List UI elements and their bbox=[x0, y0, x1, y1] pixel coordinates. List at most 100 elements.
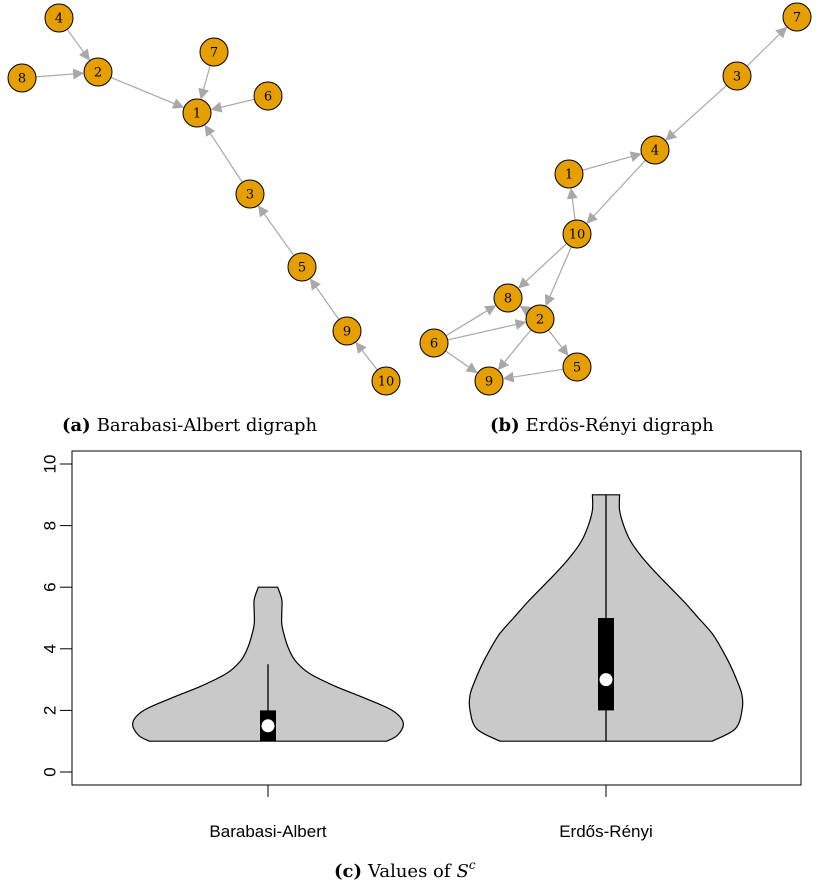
graph-b-node-3: 3 bbox=[722, 61, 752, 91]
y-tick-label-0: 0 bbox=[41, 767, 60, 776]
graph-b-node-2: 2 bbox=[525, 304, 555, 334]
node-circle bbox=[554, 159, 584, 189]
graph-a-edge-6-to-1 bbox=[210, 98, 255, 113]
y-tick-label-8: 8 bbox=[41, 521, 60, 530]
node-label: 5 bbox=[573, 361, 581, 376]
caption-a-label: (a) bbox=[62, 415, 91, 436]
node-label: 4 bbox=[55, 12, 63, 27]
caption-c-math: S bbox=[457, 861, 469, 882]
graph-a-edge-10-to-9 bbox=[355, 341, 378, 371]
node-circle bbox=[474, 366, 504, 396]
graph-b-edge-10-to-2 bbox=[544, 246, 572, 307]
graph-b-edge-3-to-7 bbox=[746, 26, 788, 67]
graph-b-edge-3-to-4 bbox=[665, 84, 728, 141]
y-tick-label-4: 4 bbox=[41, 644, 60, 653]
caption-b-label: (b) bbox=[490, 415, 520, 436]
graph-b-edge-1-to-4 bbox=[582, 151, 642, 171]
graph-a-node-9: 9 bbox=[332, 316, 362, 346]
node-circle bbox=[562, 352, 592, 382]
graph-a-node-4: 4 bbox=[44, 3, 74, 33]
graph-b-edge-4-to-10 bbox=[586, 159, 646, 224]
graph-a-edges bbox=[35, 28, 378, 371]
graph-a-edge-3-to-1 bbox=[204, 124, 243, 183]
node-label: 5 bbox=[298, 261, 306, 276]
node-circle bbox=[287, 252, 317, 282]
barabasi-albert-graph: 4 8 2 7 6 1 3 5 9 10 bbox=[7, 3, 401, 396]
node-label: 2 bbox=[94, 66, 102, 81]
graph-b-edge-6-to-2 bbox=[447, 319, 527, 341]
node-circle bbox=[640, 135, 670, 165]
violin-chart: 0 2 4 6 8 10 Barabasi-Albert Erdős-Rényi bbox=[41, 450, 802, 841]
node-label: 3 bbox=[246, 188, 254, 203]
graph-a-node-6: 6 bbox=[253, 81, 283, 111]
caption-c-sup: c bbox=[469, 858, 476, 872]
node-circle bbox=[782, 2, 812, 32]
node-label: 4 bbox=[651, 144, 659, 159]
node-circle bbox=[562, 219, 592, 249]
graph-a-edge-9-to-5 bbox=[309, 278, 340, 320]
node-label: 8 bbox=[504, 292, 512, 307]
graph-b-edges bbox=[445, 26, 788, 383]
caption-b-text: Erdös-Rényi digraph bbox=[526, 415, 715, 436]
node-circle bbox=[83, 57, 113, 87]
node-circle bbox=[722, 61, 752, 91]
graph-a-edge-4-to-2 bbox=[66, 28, 90, 61]
y-tick-label-6: 6 bbox=[41, 582, 60, 591]
caption-b: (b) Erdös-Rényi digraph bbox=[490, 415, 714, 436]
graph-a-node-7: 7 bbox=[199, 37, 229, 67]
graph-b-node-5: 5 bbox=[562, 352, 592, 382]
graph-b-edge-6-to-8 bbox=[445, 305, 497, 337]
erdos-renyi-graph: 7 3 4 1 10 8 2 6 5 9 bbox=[419, 2, 812, 396]
graph-b-edge-2-to-9 bbox=[497, 329, 532, 371]
graph-b-edge-2-to-8 bbox=[519, 305, 532, 317]
graph-a-node-2: 2 bbox=[83, 57, 113, 87]
node-circle bbox=[419, 328, 449, 358]
violins bbox=[132, 494, 744, 742]
graph-b-edge-10-to-1 bbox=[566, 187, 578, 221]
node-label: 9 bbox=[343, 325, 351, 340]
graph-a-edge-7-to-1 bbox=[198, 65, 211, 100]
graph-a-nodes: 4 8 2 7 6 1 3 5 9 10 bbox=[7, 3, 401, 396]
node-label: 10 bbox=[378, 375, 395, 390]
graph-b-node-9: 9 bbox=[474, 366, 504, 396]
graph-b-edge-10-to-8 bbox=[518, 243, 568, 289]
caption-c-label: (c) bbox=[334, 861, 362, 882]
graph-a-edge-2-to-1 bbox=[110, 76, 185, 109]
graph-b-node-6: 6 bbox=[419, 328, 449, 358]
node-label: 1 bbox=[565, 168, 573, 183]
y-tick-label-10: 10 bbox=[41, 455, 60, 474]
caption-a: (a) Barabasi-Albert digraph bbox=[62, 415, 317, 436]
graph-b-node-7: 7 bbox=[782, 2, 812, 32]
node-circle bbox=[235, 179, 265, 209]
node-circle bbox=[332, 316, 362, 346]
node-label: 1 bbox=[193, 107, 201, 122]
node-circle bbox=[44, 3, 74, 33]
graph-b-nodes: 7 3 4 1 10 8 2 6 5 9 bbox=[419, 2, 812, 396]
node-label: 2 bbox=[536, 313, 544, 328]
node-circle bbox=[371, 366, 401, 396]
node-circle bbox=[253, 81, 283, 111]
caption-c: (c) Values of Sc bbox=[334, 858, 476, 882]
node-circle bbox=[199, 37, 229, 67]
x-ticks: Barabasi-Albert Erdős-Rényi bbox=[209, 785, 653, 841]
node-label: 3 bbox=[733, 70, 741, 85]
graph-a-node-8: 8 bbox=[7, 63, 37, 93]
graph-b-node-10: 10 bbox=[562, 219, 592, 249]
node-label: 10 bbox=[569, 228, 586, 243]
graph-b-edge-2-to-5 bbox=[548, 329, 569, 356]
graph-a-node-5: 5 bbox=[287, 252, 317, 282]
median-point-1 bbox=[599, 673, 613, 687]
node-circle bbox=[182, 98, 212, 128]
median-point-0 bbox=[261, 719, 275, 733]
graph-a-node-3: 3 bbox=[235, 179, 265, 209]
graph-a-edge-5-to-3 bbox=[258, 205, 295, 256]
node-label: 7 bbox=[793, 11, 801, 26]
node-circle bbox=[493, 283, 523, 313]
node-circle bbox=[7, 63, 37, 93]
graph-b-node-4: 4 bbox=[640, 135, 670, 165]
caption-a-text: Barabasi-Albert digraph bbox=[97, 415, 318, 436]
y-tick-label-2: 2 bbox=[41, 706, 60, 715]
graph-b-edge-5-to-9 bbox=[502, 368, 564, 383]
caption-c-text: Values of bbox=[367, 861, 452, 882]
